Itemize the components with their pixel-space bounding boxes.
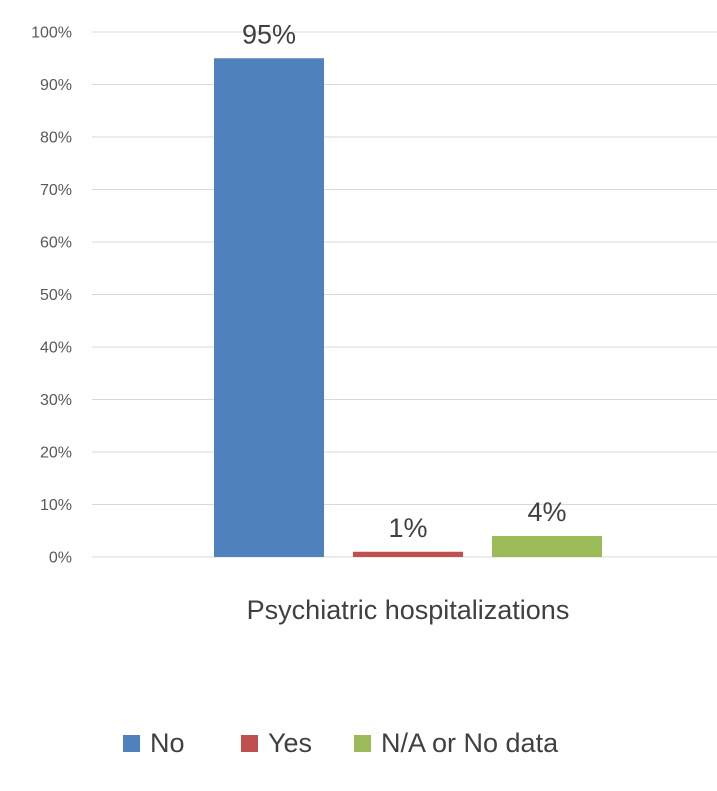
y-tick-label: 70% [40,182,72,199]
category-label: Psychiatric hospitalizations [247,595,570,625]
legend: No Yes N/A or No data [123,728,559,758]
y-tick-label: 90% [40,77,72,94]
y-tick-label: 20% [40,445,72,462]
bars [214,58,602,557]
bar-no [214,58,324,557]
data-label: 1% [388,513,427,543]
y-tick-label: 30% [40,392,72,409]
y-tick-label: 40% [40,340,72,357]
y-tick-label: 100% [31,25,72,42]
bar-n-a-or-no-data [492,536,602,557]
legend-label: N/A or No data [381,728,559,758]
data-label: 4% [527,497,566,527]
legend-swatch [123,735,140,752]
data-label: 95% [242,19,296,49]
data-labels: 95% 1% 4% [242,19,567,543]
legend-item: No [123,728,185,758]
legend-swatch [241,735,258,752]
gridlines [92,31,717,558]
y-tick-label: 10% [40,497,72,514]
y-tick-label: 60% [40,235,72,252]
bar-yes [353,551,463,557]
y-tick-label: 50% [40,287,72,304]
legend-label: No [150,728,185,758]
y-tick-label: 0% [49,550,72,567]
y-tick-label: 80% [40,130,72,147]
legend-swatch [354,735,371,752]
legend-item: Yes [241,728,312,758]
legend-label: Yes [268,728,312,758]
legend-item: N/A or No data [354,728,559,758]
y-axis-tick-labels: 0% 10% 20% 30% 40% 50% 60% 70% 80% 90% 100% [31,25,72,567]
